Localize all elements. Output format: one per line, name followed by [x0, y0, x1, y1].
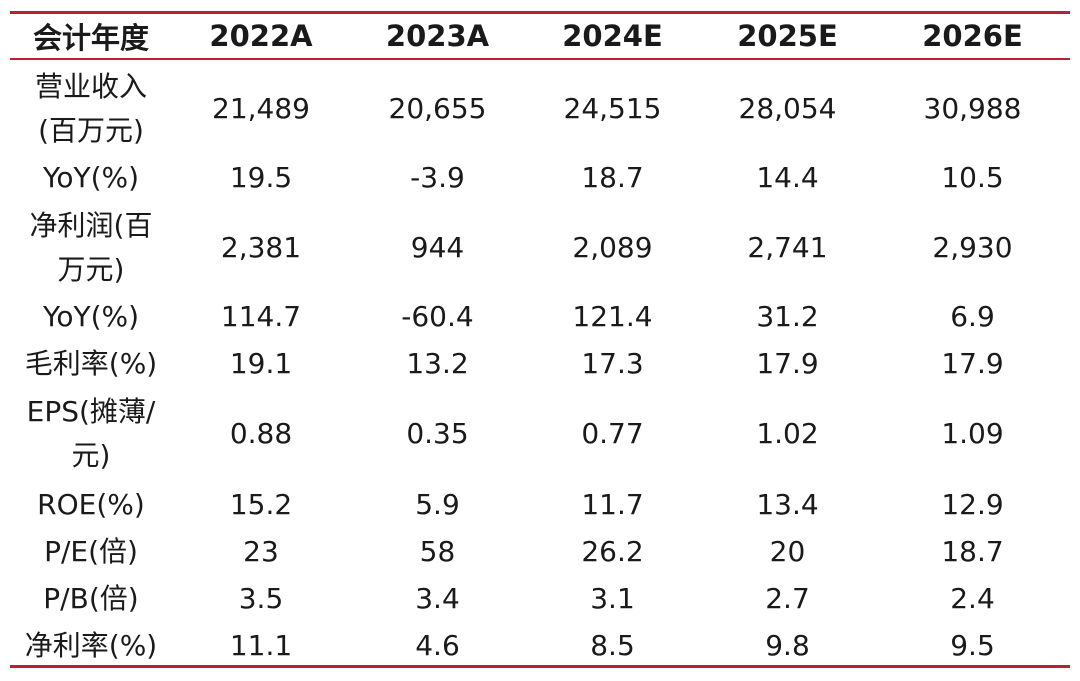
table-cell: 19.5 [229, 161, 293, 194]
table-cell: 4.6 [415, 628, 460, 662]
table-cell: -3.9 [410, 161, 465, 194]
table-cell: 18.7 [581, 161, 644, 194]
header-cell-fiscal-year: 会计年度 [32, 21, 149, 55]
table-cell: 20,655 [388, 91, 487, 125]
table-cell: 8.5 [590, 628, 635, 662]
table-cell: 31.2 [756, 300, 819, 333]
table-cell: 11.1 [229, 628, 293, 662]
table-cell: 5.9 [415, 487, 460, 521]
table-cell: 14.4 [756, 161, 819, 194]
table-cell: -60.4 [401, 300, 474, 333]
financial-forecast-table: 会计年度 2022A 2023A 2024E 2025E 2026E 营业收入 … [10, 14, 1070, 662]
row-label: P/E(倍) [44, 534, 138, 568]
table-cell: 0.77 [581, 417, 644, 450]
header-cell-2026e: 2026E [922, 19, 1023, 53]
table-cell: 6.9 [950, 300, 995, 333]
table-cell: 944 [410, 230, 465, 264]
row-label-line: (百万元) [38, 113, 144, 147]
table-row: P/E(倍) 23 58 26.2 20 18.7 [10, 528, 1070, 575]
header-cell-2025e: 2025E [737, 19, 838, 53]
table-cell: 12.9 [941, 487, 1004, 521]
table-cell: 30,988 [923, 91, 1022, 125]
table-cell: 20 [769, 534, 806, 568]
table-cell: 24,515 [563, 91, 662, 125]
row-label: 营业收入 (百万元) [10, 65, 172, 153]
row-label: 净利率(%) [24, 628, 158, 662]
table-cell: 114.7 [220, 300, 302, 333]
row-label: 净利润(百 万元) [10, 204, 172, 292]
row-label: 毛利率(%) [24, 346, 158, 380]
table-row: P/B(倍) 3.5 3.4 3.1 2.7 2.4 [10, 575, 1070, 622]
table-cell: 19.1 [229, 346, 293, 380]
row-label: YoY(%) [42, 161, 140, 194]
table-top-rule [10, 11, 1070, 14]
table-body: 营业收入 (百万元) 21,489 20,655 24,515 28,054 3… [10, 62, 1070, 669]
table-row: EPS(摊薄/ 元) 0.88 0.35 0.77 1.02 1.09 [10, 387, 1070, 481]
row-label-line: 营业收入 [34, 69, 147, 103]
table-cell: 26.2 [581, 534, 644, 568]
table-row: 净利率(%) 11.1 4.6 8.5 9.8 9.5 [10, 622, 1070, 669]
table-cell: 13.2 [406, 346, 469, 380]
table-row: 毛利率(%) 19.1 13.2 17.3 17.9 17.9 [10, 340, 1070, 387]
table-header-row: 会计年度 2022A 2023A 2024E 2025E 2026E [10, 14, 1070, 58]
table-cell: 2,741 [747, 230, 828, 264]
row-label-line: 净利润(百 [29, 208, 153, 242]
table-cell: 0.88 [229, 417, 293, 450]
row-label-line: 元) [71, 439, 111, 472]
row-label: P/B(倍) [43, 581, 139, 615]
row-label: YoY(%) [42, 300, 140, 333]
table-cell: 2.4 [950, 581, 995, 615]
table-cell: 9.5 [950, 628, 995, 662]
row-label: ROE(%) [37, 487, 145, 521]
table-row: ROE(%) 15.2 5.9 11.7 13.4 12.9 [10, 481, 1070, 528]
table-cell: 2,930 [932, 230, 1013, 264]
table-cell: 28,054 [738, 91, 837, 125]
table-cell: 23 [243, 534, 279, 568]
table-cell: 1.09 [941, 417, 1004, 450]
row-label-line: 万元) [57, 252, 125, 286]
header-separator-rule [10, 58, 1070, 60]
table-cell: 0.35 [406, 417, 469, 450]
table-cell: 3.1 [590, 581, 635, 615]
table-cell: 2.7 [765, 581, 810, 615]
table-cell: 10.5 [941, 161, 1004, 194]
row-label-line: EPS(摊薄/ [26, 395, 156, 428]
table-cell: 9.8 [765, 628, 810, 662]
table-bottom-rule [10, 665, 1070, 668]
table-cell: 58 [419, 534, 456, 568]
table-row: 营业收入 (百万元) 21,489 20,655 24,515 28,054 3… [10, 62, 1070, 155]
table-cell: 3.5 [238, 581, 284, 615]
table-cell: 21,489 [212, 91, 310, 125]
table-row: YoY(%) 114.7 -60.4 121.4 31.2 6.9 [10, 294, 1070, 340]
row-label: EPS(摊薄/ 元) [10, 390, 172, 478]
table-cell: 17.3 [581, 346, 644, 380]
table-cell: 121.4 [572, 300, 653, 333]
table-cell: 17.9 [756, 346, 819, 380]
header-cell-2024e: 2024E [562, 19, 663, 53]
table-cell: 2,381 [220, 230, 302, 264]
table-cell: 13.4 [756, 487, 819, 521]
table-cell: 11.7 [581, 487, 644, 521]
table-row: 净利润(百 万元) 2,381 944 2,089 2,741 2,930 [10, 201, 1070, 294]
table-cell: 18.7 [941, 534, 1004, 568]
table-cell: 17.9 [941, 346, 1004, 380]
table-cell: 2,089 [572, 230, 653, 264]
header-cell-2023a: 2023A [385, 19, 490, 53]
table-cell: 1.02 [756, 417, 819, 450]
table-row: YoY(%) 19.5 -3.9 18.7 14.4 10.5 [10, 155, 1070, 201]
table-cell: 15.2 [229, 487, 293, 521]
header-cell-2022a: 2022A [209, 19, 313, 53]
table-cell: 3.4 [415, 581, 460, 615]
